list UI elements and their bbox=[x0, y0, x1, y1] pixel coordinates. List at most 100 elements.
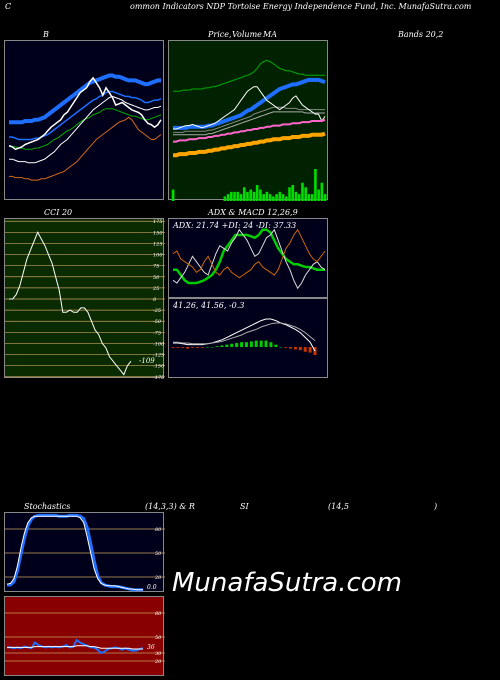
stoch-chart: 80 50 20 0.0 bbox=[5, 513, 165, 592]
adx-values: ADX: 21.74 +DI: 24 -DI: 37.33 bbox=[173, 221, 297, 230]
volume-bar bbox=[265, 191, 269, 201]
stoch-tick-label: 20 bbox=[154, 575, 162, 581]
macd-histogram-bar bbox=[235, 343, 239, 347]
moving-average-line bbox=[9, 116, 162, 181]
adx-line bbox=[173, 228, 325, 285]
rsi-tick-label: 30 bbox=[155, 651, 162, 657]
volume-label: Volume bbox=[232, 30, 262, 39]
stoch-k-line bbox=[7, 513, 143, 592]
cci-chart: 175 150 125 100 75 50 25 0 -25 -50 -75 -100 -125 -150… bbox=[5, 219, 165, 379]
volume-bar bbox=[304, 187, 307, 201]
bands-b-label: B bbox=[43, 30, 49, 39]
macd-histogram-bar bbox=[279, 347, 283, 348]
macd-histogram-bar bbox=[240, 342, 244, 347]
macd-histogram-bar bbox=[289, 347, 293, 349]
rsi-panel: 80 50 30 20 36 bbox=[4, 596, 165, 676]
cci-tick-label: 25 bbox=[152, 286, 159, 292]
volume-bar bbox=[233, 191, 236, 201]
volume-bar bbox=[301, 182, 304, 201]
macd-histogram-bar bbox=[191, 347, 195, 348]
volume-bar bbox=[291, 185, 295, 201]
ma-line-light bbox=[173, 111, 325, 136]
cci-tick-label: 175 bbox=[153, 219, 163, 225]
macd-histogram-bar bbox=[249, 341, 253, 347]
volume-bar bbox=[281, 194, 285, 201]
cci-tick-label: -75 bbox=[153, 330, 161, 336]
macd-values: 41.26, 41.56, -0.3 bbox=[173, 301, 245, 310]
volume-bar bbox=[268, 194, 272, 201]
volume-bar bbox=[171, 189, 175, 201]
macd-histogram-bar bbox=[186, 347, 190, 349]
volume-bar bbox=[252, 191, 256, 201]
macd-histogram-bar bbox=[308, 347, 312, 353]
volume-bar bbox=[317, 189, 320, 201]
cci-tick-label: -100 bbox=[153, 341, 165, 347]
stoch-d-line bbox=[6, 515, 143, 591]
rsi-last-label: 36 bbox=[147, 644, 155, 651]
macd-histogram-bar bbox=[264, 340, 268, 347]
stoch-label: Stochastics bbox=[24, 502, 71, 511]
volume-bar bbox=[230, 191, 233, 201]
macd-histogram-bar bbox=[284, 347, 288, 348]
volume-bar bbox=[226, 194, 230, 201]
volume-bar bbox=[320, 182, 324, 201]
macd-histogram-bar bbox=[259, 340, 263, 347]
macd-histogram-bar bbox=[171, 347, 175, 348]
cci-tick-label: 125 bbox=[153, 241, 163, 247]
cci-tick-label: -50 bbox=[153, 319, 162, 325]
cci-tick-label: 100 bbox=[153, 253, 163, 259]
price-panel bbox=[168, 40, 328, 201]
macd-histogram-bar bbox=[220, 345, 224, 347]
price-line bbox=[173, 86, 326, 130]
macd-chart bbox=[171, 318, 317, 355]
cci-panel: 175 150 125 100 75 50 25 0 -25 -50 -75 -100 -125 -150… bbox=[4, 218, 165, 379]
cci-label: CCI 20 bbox=[44, 208, 73, 217]
macd-histogram-bar bbox=[230, 343, 234, 347]
cci-tick-label: 0 bbox=[153, 297, 157, 303]
macd-histogram-bar bbox=[176, 347, 180, 348]
stoch-params-label: (14,3,3) & R bbox=[145, 502, 195, 511]
volume-bar bbox=[259, 189, 262, 201]
macd-histogram-bar bbox=[205, 347, 209, 348]
middle-band-edge-line bbox=[9, 90, 162, 141]
stoch-tick-label: 80 bbox=[155, 527, 162, 533]
volume-bar bbox=[307, 194, 311, 201]
macd-histogram-bar bbox=[200, 347, 204, 348]
cci-tick-label: 50 bbox=[153, 275, 160, 281]
ma-line-grey bbox=[173, 106, 325, 133]
rsi-params-close: ) bbox=[434, 502, 438, 511]
volume-bar bbox=[236, 191, 240, 201]
cci-last-label: -109 bbox=[139, 357, 155, 365]
signal-line bbox=[173, 322, 316, 345]
macd-histogram-bar bbox=[269, 342, 273, 347]
volume-bar bbox=[278, 191, 282, 201]
volume-bar bbox=[262, 194, 265, 201]
adx-panel: ADX: 21.74 +DI: 24 -DI: 37.33 bbox=[168, 218, 328, 298]
price-label: Price, bbox=[208, 30, 232, 39]
stoch-panel: 80 50 20 0.0 bbox=[4, 512, 165, 592]
ma-line-green bbox=[173, 59, 325, 92]
macd-histogram-bar bbox=[298, 347, 302, 351]
macd-histogram-bar bbox=[210, 347, 214, 348]
rsi-tick-label: 50 bbox=[155, 635, 162, 641]
rsi-params-label: (14,5 bbox=[328, 502, 349, 511]
macd-histogram-bar bbox=[215, 346, 219, 347]
bollinger-panel bbox=[4, 40, 164, 200]
price-line bbox=[8, 76, 162, 151]
cci-line bbox=[9, 231, 132, 376]
volume-bar bbox=[255, 185, 259, 201]
cci-tick-label: 75 bbox=[153, 264, 159, 270]
stoch-last-label: 0.0 bbox=[147, 584, 157, 591]
rsi-tick-label: 80 bbox=[155, 611, 162, 617]
macd-histogram-bar bbox=[254, 340, 258, 347]
volume-bar bbox=[272, 196, 275, 201]
volume-bar bbox=[246, 191, 249, 201]
macd-histogram-bar bbox=[244, 342, 248, 347]
ma-line-orange bbox=[173, 131, 326, 158]
volume-bar bbox=[314, 169, 317, 201]
macd-histogram-bar bbox=[274, 344, 278, 347]
volume-bar bbox=[239, 194, 243, 201]
macd-histogram-bar bbox=[225, 344, 229, 347]
volume-bar bbox=[310, 194, 314, 201]
volume-bar bbox=[275, 194, 278, 201]
